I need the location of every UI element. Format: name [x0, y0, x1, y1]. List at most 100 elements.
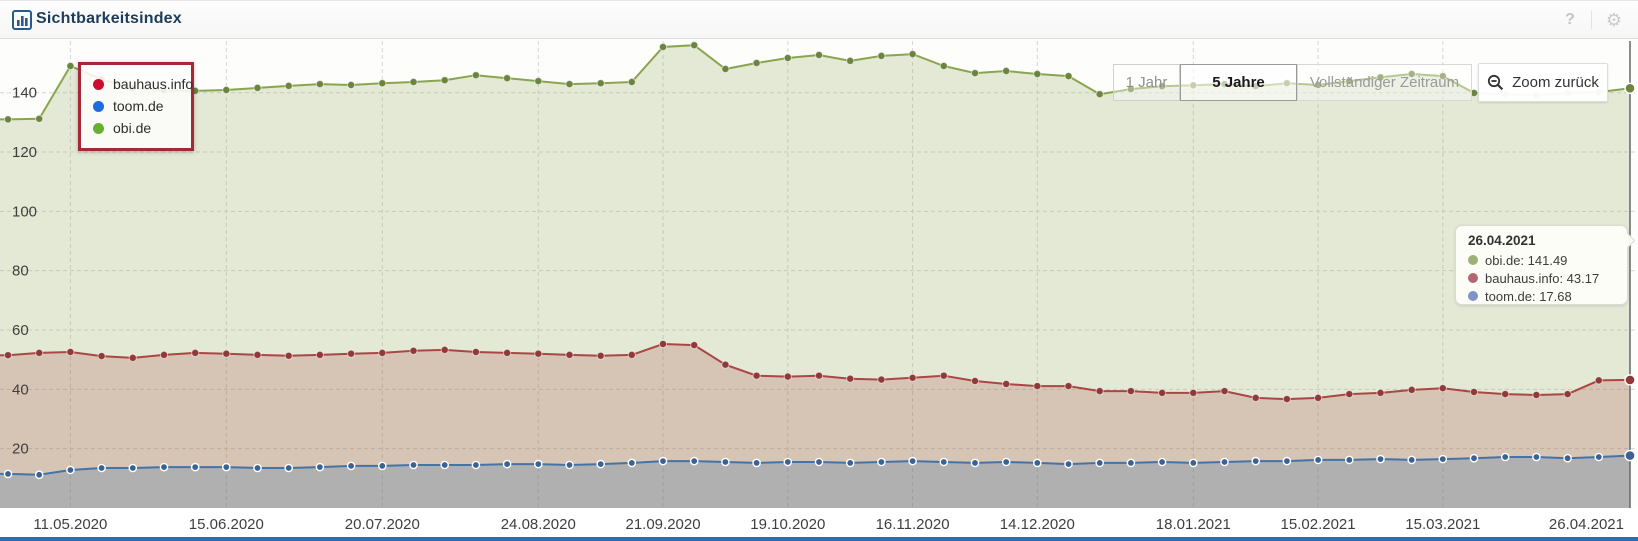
series-marker-toom.de	[721, 457, 730, 467]
series-marker-toom.de	[1376, 454, 1385, 464]
series-marker-bauhaus.info	[409, 346, 418, 355]
series-marker-toom.de	[877, 457, 886, 467]
series-marker-bauhaus.info	[378, 348, 387, 357]
zoom-back-button[interactable]: Zoom zurück	[1478, 63, 1608, 102]
series-marker-toom.de	[377, 461, 387, 471]
series-marker-bauhaus.info	[565, 350, 574, 359]
series-marker-toom.de	[658, 456, 668, 466]
series-marker-toom.de	[1532, 452, 1541, 462]
range-button-5-jahre[interactable]: 5 Jahre	[1180, 64, 1297, 101]
series-marker-obi.de	[1624, 82, 1636, 95]
tooltip-date: 26.04.2021	[1468, 233, 1536, 248]
series-marker-toom.de	[596, 459, 606, 469]
series-marker-obi.de	[1345, 77, 1354, 86]
series-marker-toom.de	[34, 470, 44, 480]
x-axis-tick-label: 11.05.2020	[33, 516, 107, 533]
series-marker-toom.de	[471, 460, 481, 470]
series-marker-bauhaus.info	[253, 350, 262, 359]
x-axis-tick-label: 15.03.2021	[1405, 516, 1480, 533]
series-marker-toom.de	[1001, 457, 1011, 467]
series-marker-obi.de	[534, 77, 543, 86]
legend-item-toom[interactable]: toom.de	[93, 95, 181, 117]
x-axis-tick-label: 20.07.2020	[345, 516, 420, 533]
series-marker-toom.de	[253, 463, 262, 473]
range-button-vollstaendiger-zeitraum[interactable]: Vollständiger Zeitraum	[1297, 64, 1472, 101]
x-axis-band	[0, 508, 1638, 541]
legend-label: obi.de	[113, 120, 152, 136]
series-marker-obi.de	[3, 115, 13, 124]
series-marker-toom.de	[1469, 453, 1479, 463]
series-marker-obi.de	[1407, 69, 1416, 79]
series-marker-bauhaus.info	[1158, 388, 1167, 397]
x-axis-tick-label: 24.08.2020	[501, 516, 576, 533]
series-marker-obi.de	[658, 42, 668, 52]
series-marker-obi.de	[1002, 66, 1011, 76]
series-marker-bauhaus.info	[752, 371, 761, 380]
series-marker-obi.de	[253, 83, 262, 93]
series-marker-bauhaus.info	[128, 353, 137, 362]
series-marker-obi.de	[315, 80, 324, 89]
series-marker-bauhaus.info	[35, 348, 44, 357]
series-marker-bauhaus.info	[347, 349, 356, 358]
series-marker-bauhaus.info	[471, 347, 480, 357]
series-marker-obi.de	[1126, 85, 1136, 94]
series-marker-obi.de	[503, 74, 512, 83]
series-marker-toom.de	[752, 458, 761, 468]
series-marker-bauhaus.info	[1251, 393, 1260, 402]
series-marker-obi.de	[565, 80, 574, 89]
series-marker-toom.de	[1313, 455, 1323, 465]
series-marker-obi.de	[440, 76, 449, 85]
series-marker-toom.de	[1126, 458, 1136, 468]
x-axis-tick-label: 21.09.2020	[625, 516, 700, 533]
series-marker-obi.de	[1064, 72, 1073, 81]
legend-box: bauhaus.info toom.de obi.de	[78, 62, 194, 151]
series-marker-bauhaus.info	[690, 341, 699, 350]
series-marker-obi.de	[846, 56, 855, 66]
series-marker-obi.de	[284, 81, 293, 91]
series-marker-toom.de	[502, 459, 512, 469]
widget-header: Sichtbarkeitsindex ? ⚙	[0, 1, 1638, 39]
series-marker-bauhaus.info	[721, 360, 730, 369]
tooltip-dot-red	[1468, 273, 1478, 283]
range-button-1-jahr[interactable]: 1 Jahr	[1113, 64, 1180, 101]
series-marker-toom.de	[128, 463, 138, 473]
series-marker-bauhaus.info	[1345, 390, 1354, 399]
series-marker-bauhaus.info	[1594, 376, 1603, 385]
tooltip-row: obi.de: 141.49	[1468, 251, 1617, 269]
series-line-obi.de	[0, 44, 1631, 121]
series-marker-toom.de	[346, 461, 356, 471]
series-marker-bauhaus.info	[159, 350, 169, 359]
series-marker-obi.de	[939, 61, 948, 71]
help-icon[interactable]: ?	[1565, 11, 1575, 28]
y-axis-tick-label: 80	[12, 263, 29, 280]
x-axis-tick-label: 15.06.2020	[189, 516, 264, 533]
series-marker-toom.de	[1095, 458, 1104, 468]
series-marker-obi.de	[970, 69, 980, 78]
series-marker-bauhaus.info	[1501, 390, 1510, 399]
series-marker-obi.de	[908, 50, 917, 59]
legend-dot-red	[93, 78, 104, 90]
legend-dot-green	[93, 122, 104, 134]
series-marker-obi.de	[596, 79, 605, 88]
series-marker-bauhaus.info	[627, 350, 636, 359]
legend-item-obi[interactable]: obi.de	[93, 117, 181, 139]
series-marker-toom.de	[845, 458, 855, 468]
series-marker-toom.de	[970, 458, 980, 468]
x-axis-tick-label: 19.10.2020	[750, 516, 825, 533]
series-marker-toom.de	[1500, 452, 1510, 462]
series-marker-bauhaus.info	[1002, 379, 1011, 389]
series-marker-bauhaus.info	[783, 372, 792, 381]
series-marker-bauhaus.info	[1438, 384, 1447, 393]
series-marker-toom.de	[1220, 457, 1229, 467]
series-marker-obi.de	[378, 79, 387, 88]
legend-item-bauhaus[interactable]: bauhaus.info	[93, 73, 193, 95]
series-marker-bauhaus.info	[191, 348, 200, 357]
series-marker-bauhaus.info	[814, 371, 824, 380]
series-marker-toom.de	[315, 462, 325, 472]
series-marker-toom.de	[1407, 455, 1416, 465]
gear-icon[interactable]: ⚙	[1605, 9, 1622, 30]
series-marker-bauhaus.info	[908, 373, 917, 382]
series-line-toom.de	[0, 454, 1631, 476]
series-marker-toom.de	[1282, 456, 1292, 466]
